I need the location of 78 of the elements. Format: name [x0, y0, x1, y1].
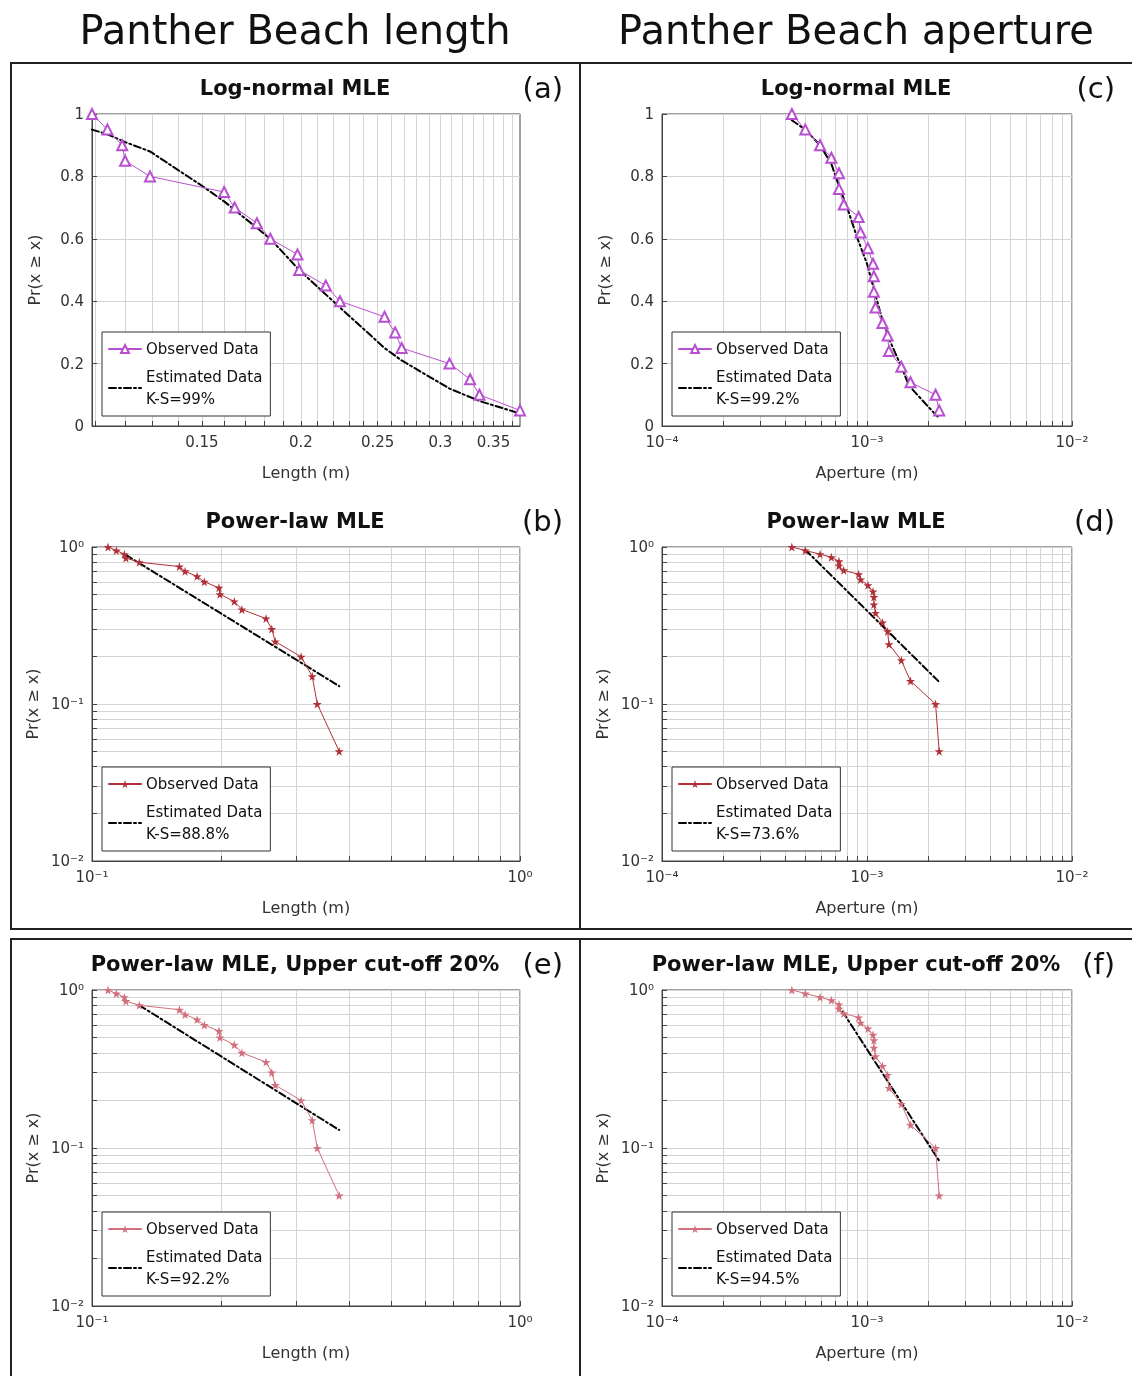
x-tick-label: 10⁰: [507, 1312, 533, 1331]
legend-label: Observed Data: [146, 775, 259, 793]
y-tick-label: 10⁻²: [50, 852, 84, 870]
y-tick-label: 1: [74, 105, 84, 123]
y-axis-title: Pr(x ≥ x): [22, 1112, 42, 1184]
y-tick-label: 0.2: [630, 354, 654, 373]
chart-subtitle: (f): [1082, 946, 1116, 981]
y-tick-label: 0.6: [630, 229, 654, 248]
x-tick-label: 10⁻⁴: [645, 432, 679, 451]
x-axis-title: Aperture (m): [815, 1342, 919, 1362]
y-tick-label: 10⁻¹: [50, 695, 84, 713]
y-tick-label: 10⁻¹: [50, 1139, 84, 1157]
y-axis-title: Pr(x ≥ x): [592, 668, 612, 740]
chart-title: Power-law MLE, Upper cut-off 20%: [651, 951, 1061, 976]
y-tick-label: 10⁻²: [50, 1297, 84, 1315]
chart-subtitle: (a): [522, 70, 564, 105]
x-tick-label: 0.15: [185, 432, 219, 451]
y-tick-label: 10⁻²: [620, 852, 654, 870]
legend-label: Estimated Data K-S=94.5%: [716, 1248, 833, 1288]
x-tick-label: 10⁻³: [850, 1312, 884, 1331]
legend-label: Estimated Data K-S=92.2%: [146, 1248, 263, 1288]
y-tick-label: 0.8: [60, 167, 84, 186]
x-axis-title: Aperture (m): [815, 462, 919, 482]
x-tick-label: 10⁰: [507, 867, 533, 886]
chart-subtitle: (d): [1073, 503, 1116, 538]
x-axis-title: Length (m): [261, 462, 351, 482]
chart-title: Log-normal MLE: [760, 75, 952, 100]
text: Panther Beach aperture: [617, 6, 1095, 55]
chart-title: Power-law MLE, Upper cut-off 20%: [90, 951, 500, 976]
x-tick-label: 0.3: [428, 432, 453, 451]
y-axis-title: Pr(x ≥ x): [594, 234, 614, 306]
x-axis-title: Length (m): [261, 1342, 351, 1362]
y-tick-label: 0.8: [630, 167, 654, 186]
y-tick-label: 0.2: [60, 354, 84, 373]
legend-label: Estimated Data K-S=99.2%: [716, 368, 833, 408]
x-tick-label: 10⁻⁴: [645, 867, 679, 886]
y-tick-label: 0.4: [630, 292, 654, 311]
legend-label: Estimated Data K-S=99%: [146, 368, 263, 408]
chart-title: Power-law MLE: [205, 508, 385, 533]
y-axis-title: Pr(x ≥ x): [22, 668, 42, 740]
x-axis-title: Length (m): [261, 897, 351, 917]
y-tick-label: 10⁻¹: [620, 1139, 654, 1157]
chart-title: Power-law MLE: [766, 508, 946, 533]
legend-label: Observed Data: [716, 340, 829, 358]
legend-label: Observed Data: [146, 340, 259, 358]
x-tick-label: 0.35: [476, 432, 511, 451]
legend-label: Estimated Data K-S=88.8%: [146, 803, 263, 843]
x-tick-label: 10⁻²: [1055, 867, 1089, 886]
chart-subtitle: (b): [521, 503, 564, 538]
y-tick-label: 0: [74, 417, 84, 435]
legend-label: Observed Data: [146, 1220, 259, 1238]
y-tick-label: 10⁻²: [620, 1297, 654, 1315]
chart-subtitle: (c): [1076, 70, 1116, 105]
y-axis-title: Pr(x ≥ x): [24, 234, 44, 306]
y-tick-label: 0.6: [60, 229, 84, 248]
x-axis-title: Aperture (m): [815, 897, 919, 917]
text: Panther Beach length: [78, 6, 512, 55]
y-tick-label: 10⁻¹: [620, 695, 654, 713]
x-tick-label: 10⁻²: [1055, 1312, 1089, 1331]
legend-label: Observed Data: [716, 1220, 829, 1238]
chart-title: Log-normal MLE: [199, 75, 391, 100]
x-tick-label: 10⁻²: [1055, 432, 1089, 451]
legend-label: Observed Data: [716, 775, 829, 793]
x-tick-label: 0.25: [361, 432, 395, 451]
x-tick-label: 0.2: [288, 432, 313, 451]
x-tick-label: 10⁻³: [850, 867, 884, 886]
x-tick-label: 10⁻⁴: [645, 1312, 679, 1331]
legend-label: Estimated Data K-S=73.6%: [716, 803, 833, 843]
y-tick-label: 10⁰: [58, 538, 84, 556]
x-tick-label: 10⁻³: [850, 432, 884, 451]
y-tick-label: 10⁰: [628, 538, 654, 556]
y-tick-label: 0: [644, 417, 654, 435]
y-axis-title: Pr(x ≥ x): [592, 1112, 612, 1184]
y-tick-label: 10⁰: [628, 981, 654, 999]
y-tick-label: 1: [644, 105, 654, 123]
chart-subtitle: (e): [522, 946, 564, 981]
y-tick-label: 0.4: [60, 292, 84, 311]
y-tick-label: 10⁰: [58, 981, 84, 999]
